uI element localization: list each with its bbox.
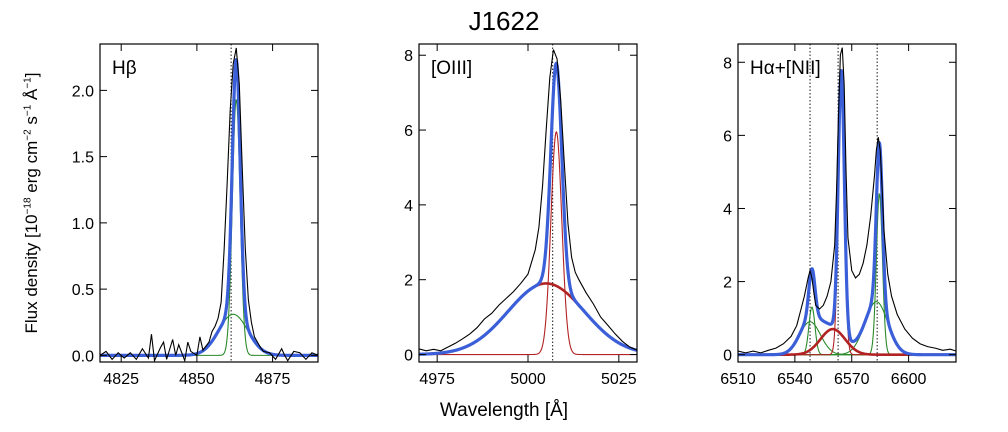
panel-2-label: [OIII] xyxy=(431,58,472,79)
panel-3-xtick-label-1: 6510 xyxy=(720,371,756,388)
panel-3-ytick-label-2: 2 xyxy=(723,275,732,292)
panel-3-total-fit-line xyxy=(738,68,956,357)
panel-2-ytick-label-2: 2 xyxy=(404,273,413,290)
x-axis-label: Wavelength [Å] xyxy=(439,400,569,421)
panel-3-ytick-label-1: 0 xyxy=(723,348,732,365)
figure-title: J1622 xyxy=(468,6,540,36)
panel-1-label: Hβ xyxy=(112,58,137,79)
panel-1-ytick-label-2: 0.5 xyxy=(72,282,94,299)
panel-2-plot-area xyxy=(419,44,637,362)
panel-2-ytick-label-4: 6 xyxy=(404,123,413,140)
panel-3: 6510 6540 6570 6600 0 2 4 6 8 Hα+[NII] xyxy=(720,43,957,388)
panel-2-ytick-label-5: 8 xyxy=(404,48,413,65)
panel-2-xtick-label-1: 4975 xyxy=(419,371,455,388)
panel-1-xtick-label-3: 4875 xyxy=(255,371,291,388)
panel-2-data-line xyxy=(419,49,637,352)
panel-2: 4975 5000 5025 0 2 4 6 8 [OIII] xyxy=(404,43,638,388)
panel-1-narrow-component-1 xyxy=(100,99,318,356)
panel-3-broad-component-6 xyxy=(738,327,956,356)
panel-2-frame xyxy=(418,43,638,363)
panel-1-ytick-label-3: 1.0 xyxy=(72,216,94,233)
panel-3-xtick-label-4: 6600 xyxy=(891,371,927,388)
panel-2-ytick-label-3: 4 xyxy=(404,198,413,215)
panel-2-ytick-label-1: 0 xyxy=(404,348,413,365)
panel-3-ytick-label-4: 6 xyxy=(723,128,732,145)
panel-3-plot-area xyxy=(738,44,956,362)
panel-1-ytick-label-1: 0.0 xyxy=(72,348,94,365)
panel-1-total-fit-line xyxy=(100,58,318,357)
panel-2-total-fit-line xyxy=(419,61,637,356)
panel-2-xtick-label-2: 5000 xyxy=(510,371,546,388)
panel-1-xtick-label-2: 4850 xyxy=(179,371,215,388)
panel-2-narrow-component-2 xyxy=(419,130,637,356)
panel-2-broad-component-1 xyxy=(419,282,637,356)
panel-1-ytick-label-5: 2.0 xyxy=(72,83,94,100)
panel-3-xtick-label-3: 6570 xyxy=(834,371,870,388)
panel-3-xtick-label-2: 6540 xyxy=(777,371,813,388)
panel-1: 4825 4850 4875 0.0 0.5 1.0 1.5 2.0 Hβ xyxy=(72,43,319,388)
panel-1-plot-area xyxy=(100,44,318,362)
panel-1-xtick-label-1: 4825 xyxy=(103,371,139,388)
panel-1-data-line xyxy=(100,47,318,362)
panel-3-label: Hα+[NII] xyxy=(750,58,821,79)
panel-1-frame xyxy=(99,43,319,363)
panel-3-ytick-label-5: 8 xyxy=(723,55,732,72)
panel-3-frame xyxy=(737,43,957,363)
panel-3-ytick-label-3: 4 xyxy=(723,201,732,218)
panel-1-ytick-label-4: 1.5 xyxy=(72,150,94,167)
panel-1-narrow-component-2 xyxy=(100,313,318,356)
panel-3-data-line xyxy=(738,47,956,354)
panel-2-xtick-label-3: 5025 xyxy=(601,371,637,388)
